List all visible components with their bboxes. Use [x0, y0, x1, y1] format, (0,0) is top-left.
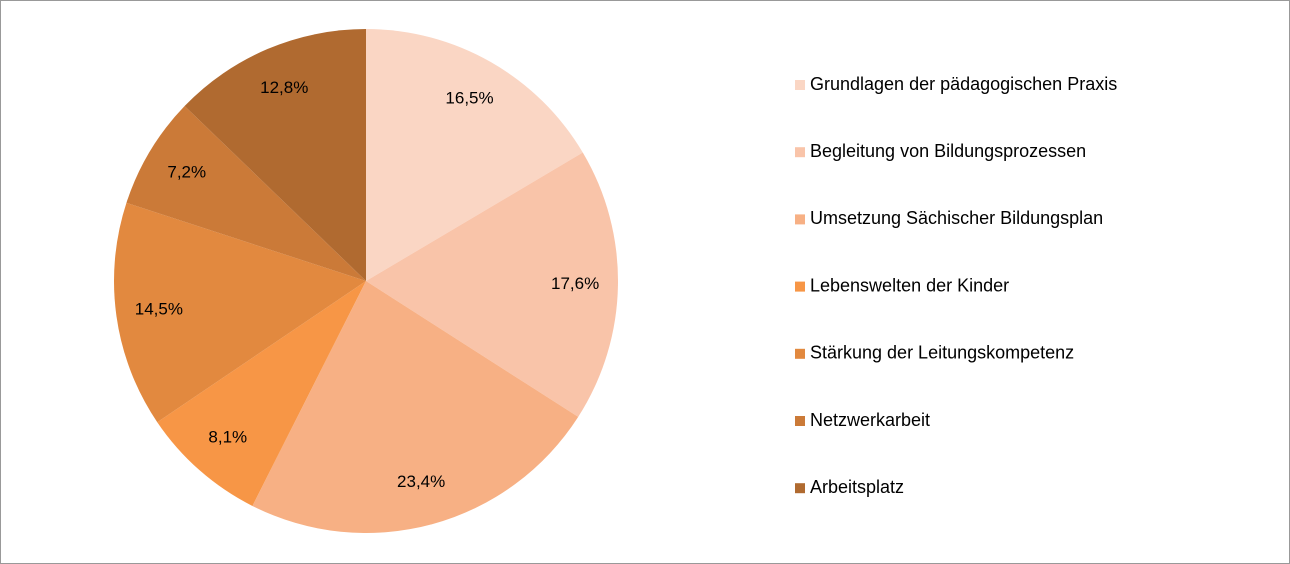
- legend-label: Stärkung der Leitungskompetenz: [810, 343, 1074, 363]
- legend-label: Grundlagen der pädagogischen Praxis: [810, 74, 1117, 94]
- pie-slice: [157, 281, 366, 506]
- data-label: 12,8%: [260, 78, 308, 97]
- data-label: 14,5%: [135, 300, 183, 319]
- pie-slice: [252, 281, 579, 534]
- legend-label: Umsetzung Sächischer Bildungsplan: [810, 208, 1103, 228]
- legend-label: Lebenswelten der Kinder: [810, 275, 1009, 295]
- data-label: 8,1%: [208, 427, 247, 446]
- legend-label: Begleitung von Bildungsprozessen: [810, 141, 1086, 161]
- pie-slice: [366, 29, 583, 281]
- legend-swatch: [795, 483, 805, 494]
- pie-slice: [126, 106, 367, 281]
- pie-slice: [366, 152, 619, 417]
- pie-slice: [184, 29, 366, 281]
- legend-label: Arbeitsplatz: [810, 477, 904, 497]
- legend-label: Netzwerkarbeit: [810, 410, 930, 430]
- data-label: 17,6%: [551, 274, 599, 293]
- legend-swatch: [795, 281, 805, 292]
- legend-swatch: [795, 416, 805, 426]
- data-label: 16,5%: [445, 89, 493, 108]
- legend-swatch: [795, 348, 805, 359]
- legend-swatch: [795, 214, 805, 225]
- data-label: 23,4%: [397, 472, 445, 491]
- pie-slice: [114, 202, 366, 423]
- legend-swatch: [795, 147, 805, 158]
- data-label: 7,2%: [167, 163, 206, 182]
- legend-swatch: [795, 80, 805, 90]
